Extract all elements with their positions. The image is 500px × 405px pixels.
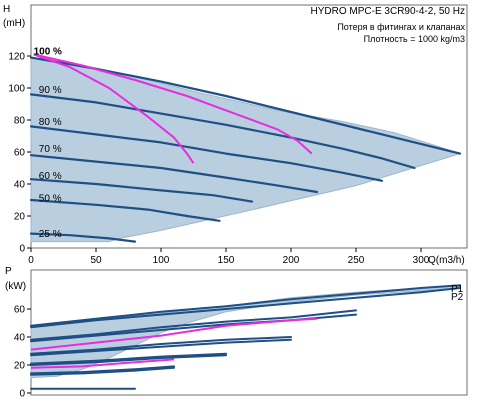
series-label-p2: P2 xyxy=(451,292,464,303)
head-y-tick-label-6: 120 xyxy=(8,52,25,63)
head-y-tick-label-5: 100 xyxy=(8,84,25,95)
head-curve-1 xyxy=(29,93,416,170)
power-system-curves xyxy=(30,317,318,369)
head-system-curves xyxy=(33,53,313,164)
speed-label-3: 70 % xyxy=(39,144,62,155)
x-axis-label: Q(m3/h) xyxy=(428,255,465,266)
power-curve-2 xyxy=(30,309,357,341)
power-curve-6 xyxy=(30,352,227,365)
series-label-p1: P1 xyxy=(451,284,464,295)
power-curve-7 xyxy=(30,354,227,366)
power-y-tick-label-1: 20 xyxy=(14,361,26,372)
power-speed-curves xyxy=(30,284,461,390)
power-system-curve-0 xyxy=(30,317,318,351)
power-axis-ticks: 0 20 40 60 xyxy=(14,305,31,400)
head-axis-unit: (mH) xyxy=(3,18,25,29)
note-density: Плотность = 1000 kg/m3 xyxy=(364,34,465,44)
power-curve-9 xyxy=(30,366,175,376)
head-system-curve-0 xyxy=(33,53,195,164)
head-curve-2 xyxy=(29,125,384,182)
head-y-tick-label-1: 20 xyxy=(14,212,26,223)
x-tick-label-4: 200 xyxy=(283,255,300,266)
speed-label-2: 80 % xyxy=(39,117,62,128)
power-y-tick-label-0: 0 xyxy=(19,389,25,400)
head-curve-4 xyxy=(29,178,254,203)
head-y-tick-label-2: 40 xyxy=(14,180,26,191)
head-curve-6 xyxy=(29,232,137,243)
power-curve-4 xyxy=(30,336,292,355)
speed-label-6: 25 % xyxy=(39,229,62,240)
head-curve-0 xyxy=(29,56,462,155)
x-tick-label-5: 250 xyxy=(348,255,365,266)
head-curve-3 xyxy=(29,154,319,194)
head-axis-ticks: 0 50 100 150 200 250 300 0 20 40 60 80 100 120 xyxy=(8,52,429,267)
power-y-tick-label-3: 60 xyxy=(14,305,26,316)
speed-label-5: 50 % xyxy=(39,194,62,205)
power-curve-0 xyxy=(30,284,461,327)
x-tick-label-2: 100 xyxy=(153,255,170,266)
x-tick-label-3: 150 xyxy=(218,255,235,266)
head-y-tick-label-4: 80 xyxy=(14,116,26,127)
power-y-tick-label-2: 40 xyxy=(14,333,26,344)
head-curve-5 xyxy=(29,198,221,222)
head-system-curve-1 xyxy=(33,53,313,155)
x-tick-label-6: 300 xyxy=(413,255,430,266)
power-system-curve-1 xyxy=(30,358,175,369)
power-curve-5 xyxy=(30,338,292,357)
note-losses: Потеря в фитингах и клапанах xyxy=(337,22,465,32)
head-speed-curves xyxy=(29,56,462,243)
chart-title: HYDRO MPC-E 3CR90-4-2, 50 Hz xyxy=(311,6,465,17)
speed-label-1: 90 % xyxy=(39,85,62,96)
speed-label-4: 60 % xyxy=(39,171,62,182)
head-y-tick-label-0: 0 xyxy=(19,244,25,255)
power-axis-unit: (kW) xyxy=(5,281,26,292)
power-axis-label: P xyxy=(5,266,12,277)
x-tick-label-1: 50 xyxy=(90,255,102,266)
speed-labels: 100 % 90 % 80 % 70 % 60 % 50 % 25 % xyxy=(34,46,62,239)
x-tick-label-0: 0 xyxy=(28,255,34,266)
head-axis-label: H xyxy=(3,4,10,15)
power-curve-1 xyxy=(30,287,461,329)
power-curve-8 xyxy=(30,365,175,375)
speed-label-0: 100 % xyxy=(34,46,62,57)
head-y-tick-label-3: 60 xyxy=(14,148,26,159)
